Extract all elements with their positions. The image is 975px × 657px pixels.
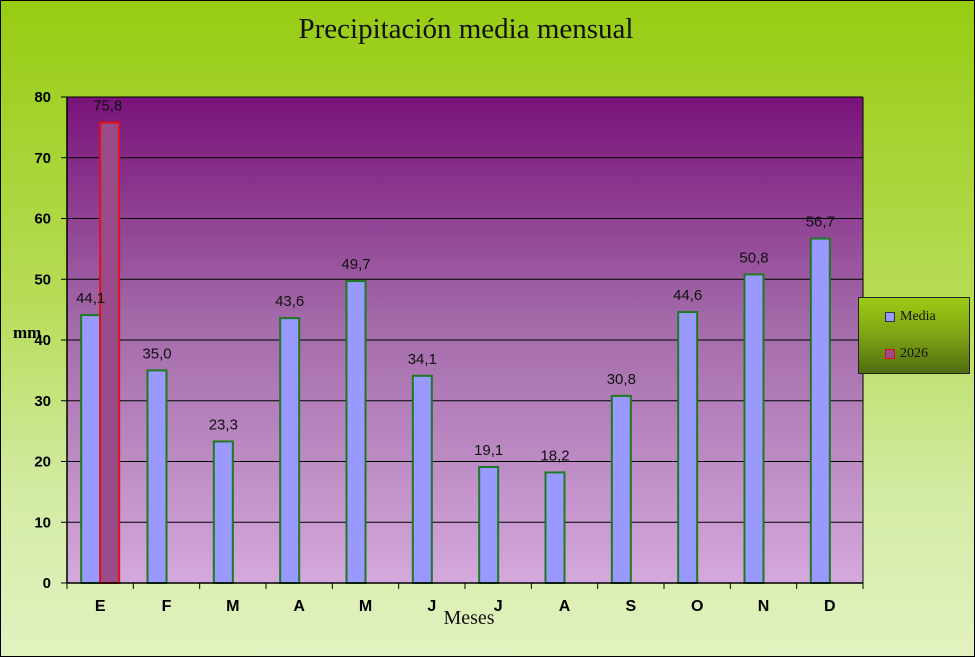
bar-media: [743, 273, 765, 584]
legend-label-2026: 2026: [900, 346, 928, 361]
data-label-media: 30,8: [607, 371, 636, 388]
bar-2026: [99, 121, 121, 584]
y-tick-label: 50: [34, 271, 51, 288]
chart-title: Precipitación media mensual: [298, 13, 634, 45]
x-tick-label: A: [559, 598, 571, 615]
bar-media: [411, 374, 433, 584]
x-tick-label: N: [758, 598, 770, 615]
bar-media: [279, 317, 301, 584]
x-tick-label: S: [625, 598, 636, 615]
bar-media: [212, 440, 234, 585]
y-tick-label: 30: [34, 393, 51, 410]
data-label-media: 34,1: [408, 351, 437, 368]
bar-media: [80, 314, 102, 584]
bar-media: [146, 369, 168, 584]
data-label-media: 56,7: [806, 214, 835, 231]
data-label-media: 43,6: [275, 293, 304, 310]
y-tick-label: 20: [34, 454, 51, 471]
bar-media: [610, 394, 632, 585]
y-tick-label: 10: [34, 514, 51, 531]
data-label-media: 49,7: [341, 256, 370, 273]
x-tick-label: E: [95, 598, 106, 615]
x-tick-label: A: [293, 598, 305, 615]
y-tick-label: 70: [34, 150, 51, 167]
data-label-media: 50,8: [739, 249, 768, 266]
data-label-media: 19,1: [474, 442, 503, 459]
y-tick-label: 0: [43, 575, 51, 592]
data-label-media: 18,2: [540, 447, 569, 464]
data-label-media: 23,3: [209, 416, 238, 433]
x-tick-label: F: [162, 598, 172, 615]
x-axis-label: Meses: [443, 607, 495, 629]
data-label-media: 44,1: [76, 290, 105, 307]
y-tick-label: 80: [34, 89, 51, 106]
y-tick-label: 60: [34, 211, 51, 228]
data-label-media: 44,6: [673, 287, 702, 304]
y-axis-label: mm: [13, 323, 42, 342]
x-tick-label: M: [359, 598, 372, 615]
bar-media: [677, 311, 699, 584]
x-tick-label: D: [824, 598, 836, 615]
data-label-2026: 75,8: [93, 98, 122, 115]
y-tick-label: 40: [34, 332, 51, 349]
legend-swatch-2026: [885, 349, 895, 359]
legend-swatch-media: [885, 312, 895, 322]
x-tick-label: J: [494, 598, 503, 615]
bar-media: [478, 465, 500, 584]
x-tick-label: M: [226, 598, 239, 615]
legend: Media 2026: [858, 297, 970, 374]
x-tick-label: J: [427, 598, 436, 615]
bar-media: [345, 280, 367, 584]
data-label-media: 35,0: [142, 345, 171, 362]
bar-media: [809, 237, 831, 585]
legend-item-media: Media: [885, 308, 936, 326]
bar-media: [544, 471, 566, 584]
legend-label-media: Media: [900, 309, 936, 324]
x-tick-label: O: [691, 598, 703, 615]
legend-item-2026: 2026: [885, 345, 928, 363]
